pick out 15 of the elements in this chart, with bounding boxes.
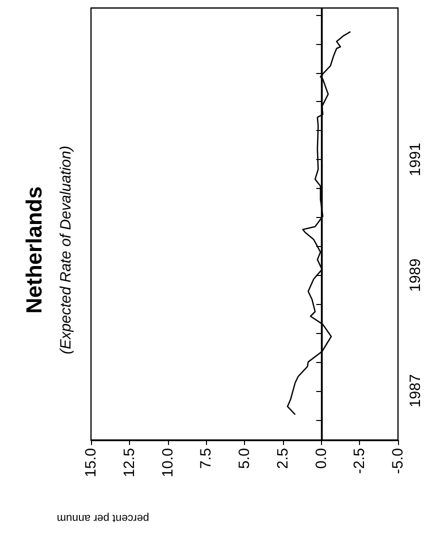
x-tick-label: 2.5 xyxy=(274,448,292,469)
y-tick-label: 1987 xyxy=(407,374,424,408)
text: Netherlands xyxy=(22,186,46,314)
x-tick-label: 15.0 xyxy=(82,448,100,478)
y-tick-label: 1989 xyxy=(407,258,424,292)
x-tick-label: 5.0 xyxy=(236,448,253,469)
x-tick-label: -5.0 xyxy=(390,448,406,474)
y-tick-label: 1991 xyxy=(407,142,424,176)
x-tick-label: 12.5 xyxy=(120,448,138,478)
x-tick-label: 10.0 xyxy=(159,448,176,478)
x-axis-title: percent per annum xyxy=(56,512,150,524)
x-tick-label: 7.5 xyxy=(198,448,215,469)
x-tick-label: -2.5 xyxy=(351,448,368,474)
text: (Expected Rate of Devaluation) xyxy=(58,146,74,354)
x-tick-label: 0.0 xyxy=(312,448,330,469)
